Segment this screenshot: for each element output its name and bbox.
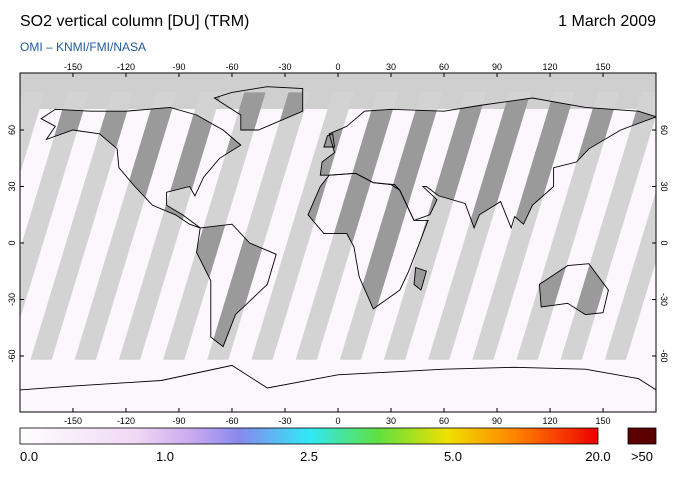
swath [604, 191, 656, 360]
coastlines [20, 86, 656, 412]
lat-label-right: -30 [659, 293, 669, 306]
lon-label-top: 90 [492, 62, 502, 72]
coastline [538, 263, 609, 316]
lon-label-bottom: 30 [386, 416, 396, 426]
lon-label-bottom: 150 [596, 416, 611, 426]
lon-label-top: -120 [117, 62, 135, 72]
lon-label-bottom: -120 [117, 416, 135, 426]
swath [20, 92, 89, 319]
lat-label-right: -60 [659, 349, 669, 362]
swath [20, 92, 45, 174]
lon-label-bottom: 90 [492, 416, 502, 426]
map [0, 73, 656, 412]
lat-label-left: 0 [7, 240, 17, 245]
lon-label-bottom: -30 [278, 416, 291, 426]
lon-label-top: -60 [225, 62, 238, 72]
coastline [307, 172, 429, 310]
colorbar-overflow [627, 427, 657, 445]
coastline [20, 364, 656, 412]
lon-label-top: 150 [596, 62, 611, 72]
lon-label-bottom: 120 [543, 416, 558, 426]
coastline [40, 106, 242, 229]
lat-label-right: 0 [659, 240, 669, 245]
lon-label-top: -150 [64, 62, 82, 72]
lat-label-left: -60 [7, 349, 17, 362]
coastline [323, 133, 336, 148]
lat-label-right: 60 [659, 125, 669, 135]
coastline [196, 223, 277, 348]
lat-label-left: 60 [7, 125, 17, 135]
coastline [213, 86, 304, 131]
coastline [319, 97, 656, 230]
lon-label-top: 0 [335, 62, 340, 72]
colorbar-label: 1.0 [156, 449, 174, 464]
lon-label-bottom: -150 [64, 416, 82, 426]
colorbar-label: 5.0 [444, 449, 462, 464]
date: 1 March 2009 [558, 13, 656, 30]
colorbar-label: 20.0 [585, 449, 610, 464]
lon-label-top: -90 [172, 62, 185, 72]
colorbar-label: 0.0 [20, 449, 38, 464]
lat-label-right: 30 [659, 182, 669, 192]
swath [30, 92, 133, 360]
lon-label-bottom: 60 [439, 416, 449, 426]
ticks: -150 -150 -120 -120 -90 -90 -60 -60 -30 -30 0 0 30 30… [7, 62, 669, 464]
colorbar [19, 427, 599, 445]
lon-label-bottom: 0 [335, 416, 340, 426]
lat-label-left: -30 [7, 293, 17, 306]
lon-label-top: -30 [278, 62, 291, 72]
lon-label-top: 60 [439, 62, 449, 72]
lon-label-bottom: -90 [172, 416, 185, 426]
swath [0, 92, 1, 359]
lon-label-bottom: -60 [225, 416, 238, 426]
lon-label-top: 120 [543, 62, 558, 72]
colorbar-label: >50 [631, 449, 653, 464]
source: OMI – KNMI/FMI/NASA [20, 40, 146, 54]
lon-label-top: 30 [386, 62, 396, 72]
title: SO2 vertical column [DU] (TRM) [20, 13, 249, 30]
swath-land [0, 92, 1, 359]
lat-label-left: 30 [7, 182, 17, 192]
colorbar-label: 2.5 [300, 449, 318, 464]
coastline [413, 266, 427, 291]
